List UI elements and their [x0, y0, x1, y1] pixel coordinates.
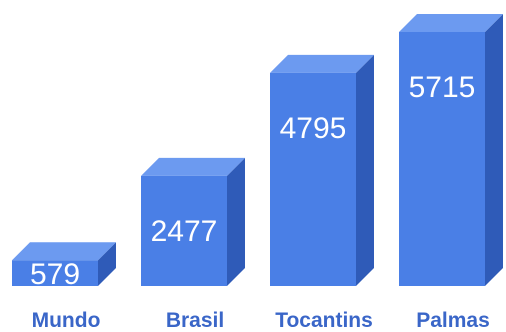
bar-side-2 — [356, 54, 374, 287]
category-label-0: Mundo — [32, 309, 101, 332]
bar-top-3 — [399, 14, 503, 32]
bar-top-0 — [12, 242, 116, 261]
bar-side-1 — [227, 157, 245, 286]
bar-top-2 — [270, 54, 374, 73]
bar-top-1 — [141, 157, 245, 176]
bar-front-2 — [270, 72, 356, 286]
bar-front-0 — [12, 260, 98, 286]
bar-front-3 — [399, 32, 485, 286]
category-label-3: Palmas — [416, 309, 490, 332]
value-label-0: 579 — [30, 258, 80, 291]
bar-side-3 — [485, 14, 503, 286]
bar-front-1 — [141, 175, 227, 286]
category-label-1: Brasil — [166, 309, 224, 332]
value-label-1: 2477 — [151, 215, 218, 248]
bar-side-0 — [98, 242, 116, 286]
category-label-2: Tocantins — [275, 309, 373, 332]
value-label-2: 4795 — [280, 112, 347, 145]
value-label-3: 5715 — [409, 71, 476, 104]
